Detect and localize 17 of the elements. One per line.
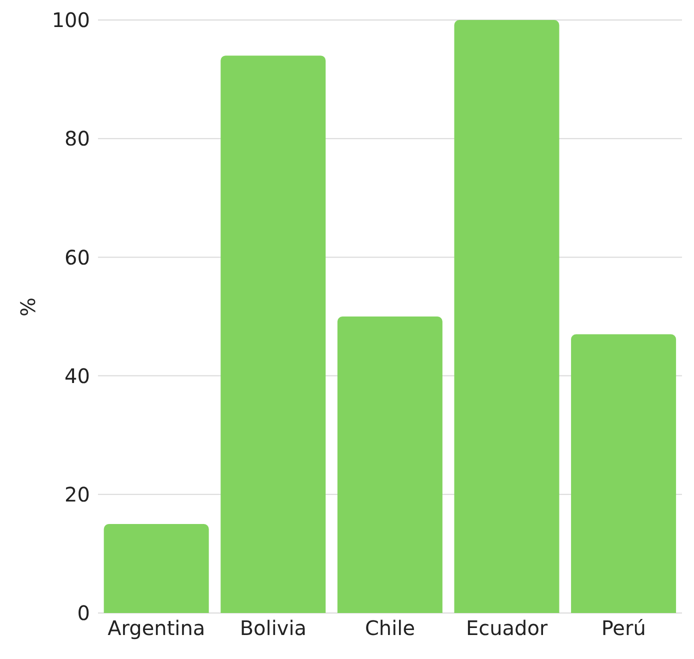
x-tick-label: Ecuador	[466, 616, 548, 640]
x-tick-label: Argentina	[108, 616, 206, 640]
y-axis-title: %	[16, 297, 40, 316]
y-tick-label: 40	[64, 364, 90, 388]
x-tick-label: Chile	[364, 616, 416, 640]
x-tick-label: Bolivia	[240, 616, 307, 640]
bar	[104, 524, 209, 613]
y-tick-label: 20	[64, 482, 90, 506]
y-tick-label: 100	[52, 8, 90, 32]
y-tick-label: 60	[64, 245, 90, 270]
bar	[337, 316, 442, 613]
x-tick-label: Perú	[601, 616, 646, 640]
bar	[571, 334, 676, 613]
y-tick-label: 80	[64, 126, 90, 151]
bar	[220, 56, 326, 613]
bar	[454, 20, 560, 613]
y-tick-label: 0	[77, 601, 90, 626]
